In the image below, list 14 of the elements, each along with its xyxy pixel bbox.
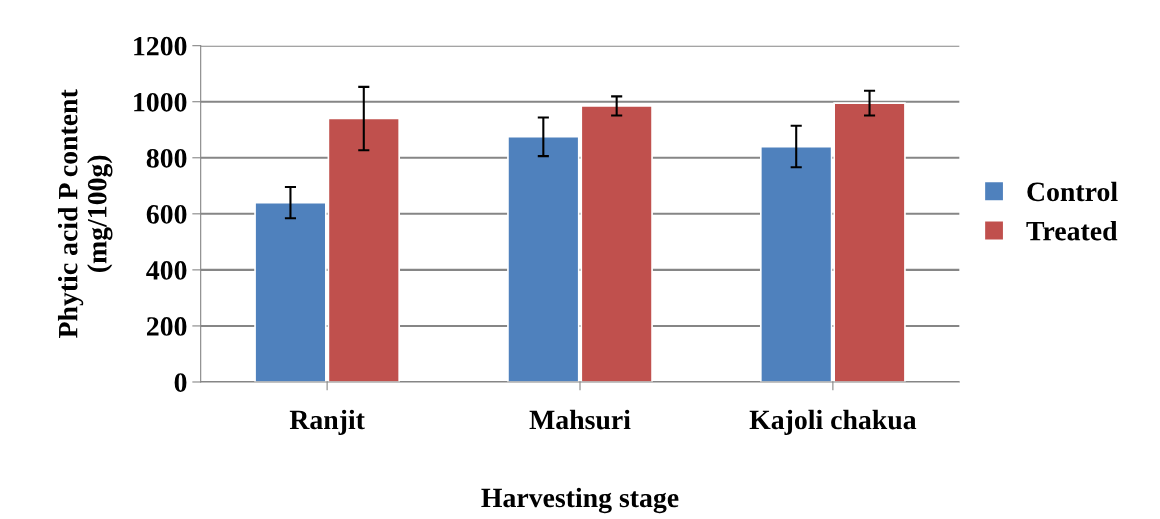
y-tick-label: 400 (146, 261, 187, 280)
y-tick-label: 800 (146, 148, 187, 168)
x-tick-label: Ranjit (289, 409, 365, 435)
x-tick-label: Mahsuri (529, 409, 631, 430)
x-axis-title: Harvesting stage (481, 487, 679, 514)
y-tick-label: 600 (146, 204, 187, 224)
y-tick-label: 0 (174, 373, 187, 392)
x-tick-label: Kajoli chakua (749, 409, 917, 435)
y-axis-title: Phytic acid P content (mg/100g) (57, 89, 113, 338)
legend-label: Treated (1026, 220, 1118, 241)
y-tick-label: 1000 (134, 92, 187, 112)
legend-label: Control (1027, 181, 1118, 202)
y-tick-label: 1200 (134, 36, 187, 56)
y-tick-label: 200 (146, 317, 187, 336)
